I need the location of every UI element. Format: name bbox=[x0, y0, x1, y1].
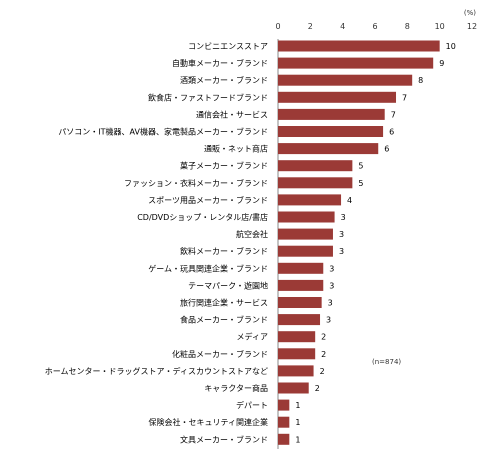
category-label: 旅行関連企業・サービス bbox=[180, 298, 268, 308]
data-label: 7 bbox=[391, 110, 396, 119]
bar bbox=[278, 297, 322, 308]
data-label: 1 bbox=[295, 418, 300, 427]
unit-label: (%) bbox=[464, 9, 476, 17]
category-label: パソコン・IT機器、AV機器、家電製品メーカー・ブランド bbox=[58, 127, 268, 137]
data-label: 3 bbox=[328, 299, 333, 308]
bars bbox=[278, 40, 440, 445]
data-label: 8 bbox=[418, 76, 423, 85]
data-label: 3 bbox=[326, 316, 331, 325]
bar bbox=[278, 74, 413, 86]
bar bbox=[278, 314, 321, 326]
data-label: 9 bbox=[439, 59, 444, 68]
bar bbox=[278, 245, 333, 257]
bar bbox=[278, 228, 333, 240]
x-tick-label: 10 bbox=[435, 22, 445, 31]
category-label: 通信会社・サービス bbox=[196, 109, 268, 119]
bar bbox=[278, 211, 335, 223]
category-label: ファッション・衣料メーカー・ブランド bbox=[124, 178, 268, 188]
category-label: 自動車メーカー・ブランド bbox=[172, 58, 268, 68]
bar bbox=[278, 365, 314, 377]
category-label: 航空会社 bbox=[236, 229, 268, 239]
category-label: 飲食店・ファストフードブランド bbox=[148, 92, 268, 102]
data-label: 2 bbox=[321, 333, 326, 342]
x-tick-label: 6 bbox=[372, 22, 377, 31]
category-label: ホームセンター・ドラッグストア・ディスカウントストアなど bbox=[45, 366, 268, 376]
category-label: デパート bbox=[236, 400, 268, 410]
category-label: メディア bbox=[237, 332, 268, 342]
bar bbox=[278, 57, 434, 69]
bar bbox=[278, 160, 353, 172]
category-label: 食品メーカー・ブランド bbox=[180, 315, 268, 325]
sample-size-note: (n=874) bbox=[372, 358, 401, 366]
category-label: キャラクター商品 bbox=[204, 383, 268, 393]
bar bbox=[278, 416, 290, 428]
x-axis-ticks: 0 2 4 6 8 10 12 bbox=[275, 22, 477, 31]
bar bbox=[278, 433, 290, 445]
bar bbox=[278, 348, 316, 360]
x-tick-label: 4 bbox=[340, 22, 345, 31]
category-label: 通販・ネット商店 bbox=[204, 144, 268, 154]
data-label: 10 bbox=[446, 42, 456, 51]
data-label: 6 bbox=[384, 145, 389, 154]
data-label: 3 bbox=[329, 264, 334, 273]
category-label: 化粧品メーカー・ブランド bbox=[172, 349, 268, 359]
category-label: 酒類メーカー・ブランド bbox=[180, 75, 268, 85]
category-label: CD/DVDショップ・レンタル店/書店 bbox=[137, 212, 268, 222]
bar bbox=[278, 91, 397, 103]
category-labels: コンビニエンスストア自動車メーカー・ブランド酒類メーカー・ブランド飲食店・ファス… bbox=[45, 42, 268, 444]
category-label: コンビニエンスストア bbox=[188, 42, 268, 51]
data-label: 2 bbox=[320, 367, 325, 376]
bar bbox=[278, 40, 440, 52]
category-label: 保険会社・セキュリティ関連企業 bbox=[148, 417, 268, 427]
bar bbox=[278, 279, 324, 291]
bar bbox=[278, 108, 385, 120]
bar bbox=[278, 262, 324, 274]
data-label: 3 bbox=[341, 213, 346, 222]
category-label: 文具メーカー・ブランド bbox=[180, 434, 268, 444]
bar bbox=[278, 194, 342, 206]
bar bbox=[278, 177, 353, 189]
data-label: 4 bbox=[347, 196, 352, 205]
data-label: 1 bbox=[295, 435, 300, 444]
x-tick-label: 12 bbox=[467, 22, 477, 31]
data-label: 5 bbox=[358, 179, 363, 188]
data-label: 2 bbox=[315, 384, 320, 393]
bar bbox=[278, 382, 309, 394]
x-tick-label: 2 bbox=[308, 22, 313, 31]
data-label: 7 bbox=[402, 93, 407, 102]
category-label: 菓子メーカー・ブランド bbox=[180, 161, 268, 171]
bar bbox=[278, 126, 384, 137]
x-tick-label: 0 bbox=[275, 22, 280, 31]
data-label: 3 bbox=[339, 247, 344, 256]
data-label: 3 bbox=[329, 281, 334, 290]
data-label: 1 bbox=[295, 401, 300, 410]
x-tick-label: 8 bbox=[405, 22, 410, 31]
data-label: 5 bbox=[358, 162, 363, 171]
bar bbox=[278, 399, 290, 411]
data-label: 3 bbox=[339, 230, 344, 239]
category-label: テーマパーク・遊園地 bbox=[188, 280, 268, 290]
category-label: 飲料メーカー・ブランド bbox=[180, 246, 268, 256]
category-label: スポーツ用品メーカー・ブランド bbox=[148, 195, 268, 205]
category-label: ゲーム・玩具関連企業・ブランド bbox=[148, 263, 268, 273]
bar bbox=[278, 331, 316, 343]
bar bbox=[278, 143, 379, 155]
data-label: 6 bbox=[389, 128, 394, 137]
data-label: 2 bbox=[321, 350, 326, 359]
